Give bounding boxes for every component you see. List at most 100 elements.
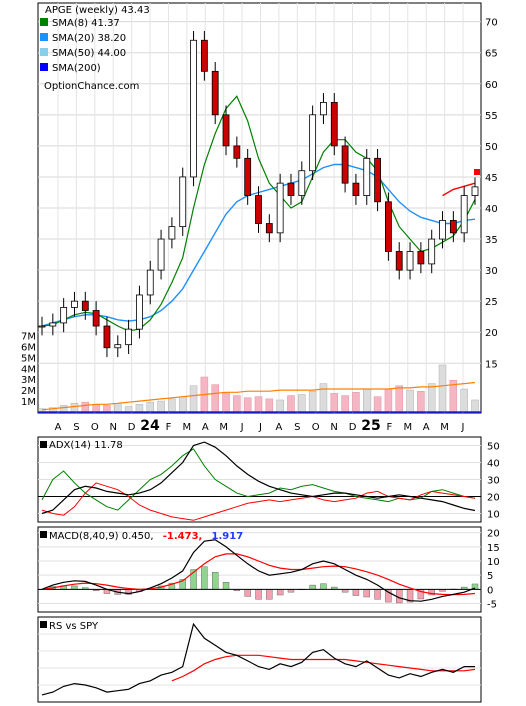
current-price-marker <box>474 169 480 175</box>
rs-line <box>41 622 475 696</box>
volume-bar <box>417 390 425 413</box>
volume-tick-label: 4M <box>21 364 36 375</box>
volume-bar <box>222 392 230 413</box>
macd-histogram-bar <box>363 589 370 598</box>
price-tick-label: 50 <box>485 142 498 153</box>
volume-tick-label: 2M <box>21 386 36 397</box>
adx-tick-label: 40 <box>487 459 500 470</box>
macd-label-signal: -1.473, <box>163 531 203 542</box>
x-tick-label: F <box>386 422 392 433</box>
x-tick-label: A <box>275 422 282 433</box>
volume-bar <box>81 401 90 413</box>
x-tick-label: M <box>219 422 228 433</box>
candle-body <box>309 114 317 172</box>
rs-label-swatch <box>40 621 47 628</box>
volume-bar <box>341 395 349 413</box>
rs-panel: RS vs SPY <box>37 616 482 703</box>
legend-swatch-sma200 <box>40 63 48 71</box>
macd-histogram-bar <box>320 583 327 590</box>
volume-tick-label: 6M <box>21 342 36 353</box>
x-tick-label: N <box>109 422 116 433</box>
candles <box>38 30 479 358</box>
candle-body <box>211 70 219 116</box>
volume-bar <box>363 388 371 413</box>
macd-label-main: MACD(8,40,9) 0.450, <box>49 531 154 542</box>
x-tick-label: 25 <box>361 418 380 434</box>
adx-line <box>41 441 476 515</box>
candle-body <box>417 251 425 265</box>
candle-body <box>190 39 197 178</box>
candle-body <box>60 306 68 324</box>
candle-body <box>395 251 403 271</box>
candle-body <box>81 300 89 311</box>
candle-body <box>265 223 273 234</box>
x-tick-label: F <box>166 422 172 433</box>
volume-bar <box>178 396 187 413</box>
macd-tick-label: 10 <box>487 557 500 568</box>
volume-bar <box>319 383 328 413</box>
price-tick-label: 45 <box>485 173 498 184</box>
volume-bar <box>406 389 414 413</box>
candle-body <box>244 157 252 196</box>
macd-histogram-bar <box>211 572 219 590</box>
candle-body <box>179 176 187 228</box>
x-tick-label: D <box>349 422 357 433</box>
candle-body <box>92 310 100 327</box>
volume-bar <box>287 395 295 413</box>
macd-histogram-bar <box>309 584 316 590</box>
volume-bar <box>330 393 339 413</box>
candle-body <box>38 325 46 328</box>
adx-tick-label: 30 <box>487 476 500 487</box>
volume-bar <box>438 364 447 413</box>
x-tick-label: O <box>91 422 99 433</box>
macd-histogram-bar <box>276 589 284 596</box>
legend-label-sma50: SMA(50) 44.00 <box>52 48 126 59</box>
volume-bar <box>114 403 122 413</box>
legend-label-sma200: SMA(200) <box>52 63 101 74</box>
chart-header: APGE (weekly) 43.43 <box>45 5 150 16</box>
candle-body <box>103 325 111 349</box>
candle-body <box>114 344 122 349</box>
macd-histogram-bar <box>352 589 360 596</box>
volume-sma-line <box>41 381 476 411</box>
macd-tick-label: 5 <box>487 571 493 582</box>
candle-body <box>363 157 371 196</box>
macd-histogram-bar <box>255 589 262 600</box>
candle-body <box>406 251 414 271</box>
macd-histogram-bar <box>266 589 273 600</box>
volume-bar <box>460 388 468 413</box>
volume-bar <box>124 406 133 413</box>
x-tick-label: J <box>258 422 262 433</box>
candle-body <box>471 186 479 196</box>
x-tick-label: S <box>73 422 79 433</box>
volume-bar <box>276 399 284 413</box>
macd-label-swatch <box>40 531 47 538</box>
legend-label-sma20: SMA(20) 38.20 <box>52 33 126 44</box>
macd-histogram-bar <box>201 566 208 590</box>
volume-bar <box>146 401 154 413</box>
x-tick-label: D <box>128 422 136 433</box>
volume-tick-label: 7M <box>21 331 36 342</box>
price-tick-label: 60 <box>485 80 498 91</box>
macd-histogram-bar <box>71 585 78 590</box>
volume-bar <box>157 400 165 413</box>
adx-panel: 50 40 30 20 10 ADX(14) 11.78 <box>37 436 500 523</box>
adx-label-swatch <box>40 441 47 448</box>
candle-body <box>222 114 230 147</box>
macd-histogram-bar <box>374 589 381 600</box>
adx-tick-label: 20 <box>487 493 500 504</box>
legend-label-sma8: SMA(8) 41.37 <box>52 18 120 29</box>
rs-average-line <box>171 654 476 682</box>
volume-bar <box>254 396 263 413</box>
volume-tick-label: 3M <box>21 375 36 386</box>
candle-body <box>146 269 154 296</box>
macd-histogram-bar <box>222 582 230 590</box>
macd-histogram-bar <box>244 589 251 597</box>
candle-body <box>298 170 306 196</box>
macd-tick-label: 0 <box>487 585 493 596</box>
macd-axis-ticks: 20 15 10 5 0 -5 <box>487 529 500 611</box>
macd-signal-line <box>41 553 476 596</box>
